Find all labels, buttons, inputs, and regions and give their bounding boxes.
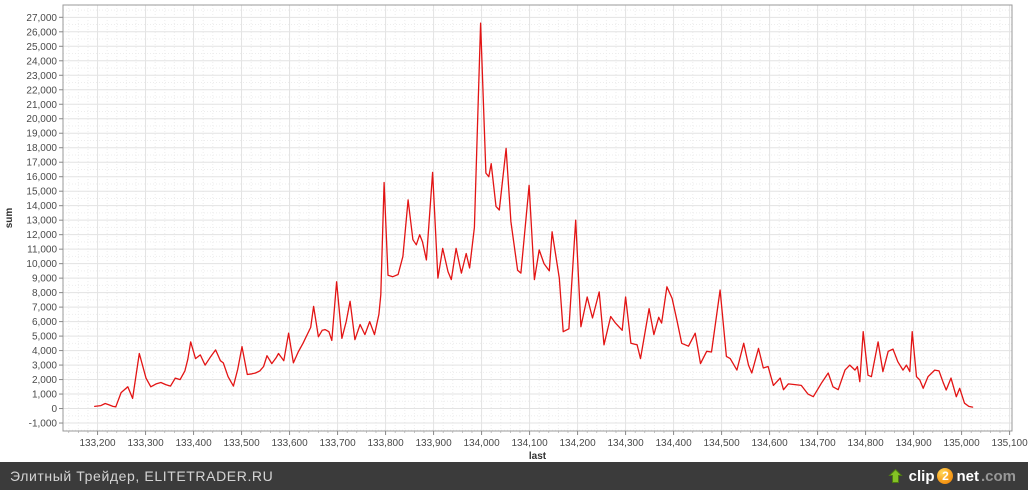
x-tick-label: 134,100	[512, 438, 549, 449]
y-tick-label: 13,000	[26, 216, 57, 227]
x-tick-label: 134,300	[608, 438, 645, 449]
footer-credit-text: Элитный Трейдер, ELITETRADER.RU	[10, 468, 274, 484]
y-tick-label: 23,000	[26, 71, 57, 82]
x-tick-label: 135,100	[992, 438, 1028, 449]
y-tick-label: 8,000	[32, 288, 57, 299]
logo-text-clip: clip	[908, 467, 935, 485]
y-tick-label: 2,000	[32, 375, 57, 386]
x-axis-title: last	[529, 451, 547, 462]
y-tick-label: 15,000	[26, 187, 57, 198]
y-tick-label: 9,000	[32, 274, 57, 285]
x-tick-label: 134,700	[800, 438, 837, 449]
y-axis-title: sum	[4, 208, 15, 229]
y-tick-label: 6,000	[32, 317, 57, 328]
x-tick-label: 135,000	[944, 438, 981, 449]
y-tick-label: 4,000	[32, 346, 57, 357]
x-tick-label: 133,800	[367, 438, 404, 449]
x-tick-label: 133,900	[415, 438, 452, 449]
y-tick-label: 12,000	[26, 230, 57, 241]
logo-badge-2: 2	[937, 468, 954, 484]
sum-vs-last-line-chart: 133,200 133,300 133,400 133,500 133,600 133,7…	[4, 4, 1028, 462]
x-tick-label: 133,300	[127, 438, 164, 449]
y-tick-label: 3,000	[32, 361, 57, 372]
y-tick-label: 21,000	[26, 100, 57, 111]
y-tick-label: 0	[51, 404, 57, 415]
y-tick-label: 24,000	[26, 56, 57, 67]
footer-bar: Элитный Трейдер, ELITETRADER.RU clip 2 n…	[0, 462, 1028, 490]
logo-text-com: .com	[980, 467, 1016, 485]
y-tick-label: 22,000	[26, 85, 57, 96]
x-tick-label: 133,400	[175, 438, 212, 449]
x-tick-label: 134,900	[896, 438, 933, 449]
x-tick-label: 133,500	[223, 438, 260, 449]
upload-arrow-icon	[887, 468, 903, 483]
grid-major	[63, 5, 1012, 431]
y-tick-label: 17,000	[26, 158, 57, 169]
y-tick-label: 25,000	[26, 42, 57, 53]
axis-tick-labels: 133,200 133,300 133,400 133,500 133,600 133,7…	[26, 13, 1028, 449]
y-tick-label: 26,000	[26, 27, 57, 38]
x-tick-label: 134,500	[704, 438, 741, 449]
x-tick-label: 134,000	[463, 438, 500, 449]
grid-minor	[63, 5, 1012, 431]
y-tick-label: 16,000	[26, 172, 57, 183]
x-tick-label: 134,800	[848, 438, 885, 449]
y-tick-label: 5,000	[32, 332, 57, 343]
y-tick-label: 7,000	[32, 303, 57, 314]
x-tick-label: 134,200	[560, 438, 597, 449]
y-tick-label: 18,000	[26, 143, 57, 154]
x-tick-label: 133,600	[271, 438, 308, 449]
y-tick-label: 1,000	[32, 390, 57, 401]
y-tick-label: 10,000	[26, 259, 57, 270]
x-tick-label: 134,400	[656, 438, 693, 449]
y-tick-label: 19,000	[26, 129, 57, 140]
logo-text-net: net	[956, 467, 979, 485]
y-tick-label: 11,000	[27, 245, 57, 256]
x-tick-label: 134,600	[752, 438, 789, 449]
clip2net-logo[interactable]: clip 2 net .com	[887, 467, 1016, 485]
chart-area: 133,200 133,300 133,400 133,500 133,600 133,7…	[4, 4, 1028, 462]
x-tick-label: 133,700	[319, 438, 356, 449]
x-tick-label: 133,200	[79, 438, 116, 449]
y-tick-label: 14,000	[26, 201, 57, 212]
y-tick-label: 20,000	[26, 114, 57, 125]
y-tick-label: 27,000	[26, 13, 57, 24]
plot-border	[62, 4, 1013, 432]
axis-ticks	[59, 16, 1011, 435]
y-tick-label: -1,000	[29, 419, 58, 430]
series-line-sum	[94, 22, 974, 408]
